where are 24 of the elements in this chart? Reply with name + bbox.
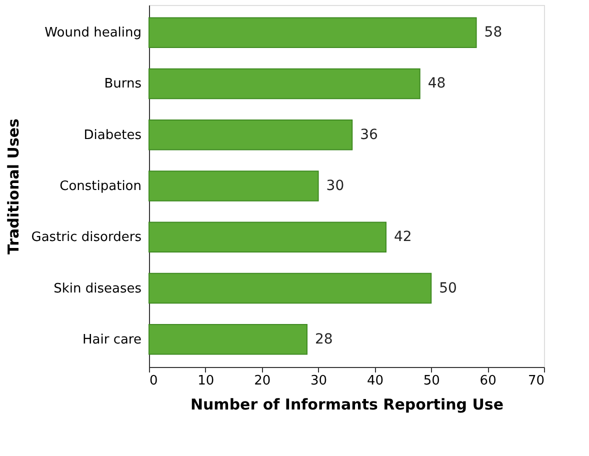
- data-label: 42: [394, 229, 412, 246]
- y-tick-label: Gastric disorders: [31, 230, 142, 246]
- x-tick-label: 70: [528, 374, 544, 388]
- y-axis-title: Traditional Uses: [4, 118, 22, 254]
- x-axis-title: Number of Informants Reporting Use: [190, 396, 504, 414]
- y-tick-label: Constipation: [60, 179, 142, 194]
- data-label: 36: [360, 126, 378, 143]
- y-tick-label: Wound healing: [44, 26, 142, 41]
- y-tick-label: Hair care: [82, 332, 142, 348]
- data-label: 48: [428, 76, 446, 92]
- data-label: 28: [315, 331, 333, 348]
- data-label: 58: [484, 24, 502, 41]
- data-label: 50: [439, 280, 457, 296]
- y-tick-label: Skin diseases: [54, 281, 142, 296]
- x-tick-label: 0: [150, 374, 158, 388]
- y-tick-label: Burns: [104, 76, 142, 92]
- x-tick-label: 50: [423, 374, 440, 388]
- x-tick-label: 40: [366, 374, 384, 388]
- data-label: 30: [326, 178, 344, 194]
- x-tick-label: 10: [198, 374, 214, 388]
- x-tick-label: 20: [254, 374, 271, 388]
- x-tick-label: 30: [310, 374, 328, 388]
- y-tick-label: Diabetes: [84, 128, 142, 143]
- x-tick-label: 60: [480, 374, 496, 388]
